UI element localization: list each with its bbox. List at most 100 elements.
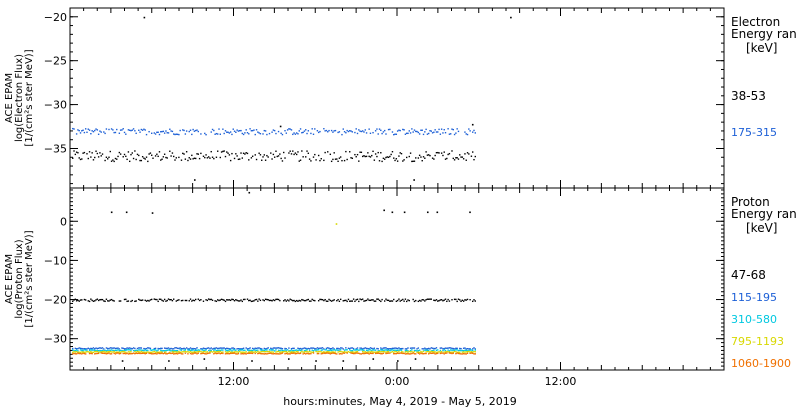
data-point [345,150,347,153]
data-point [259,347,262,350]
data-point [184,349,187,351]
data-point [338,353,341,355]
data-point [224,130,227,132]
data-point [355,351,357,353]
x-tick-label: 12:00 [545,375,577,388]
data-point [171,350,174,353]
data-point [253,348,255,350]
data-point [171,352,174,354]
data-point [332,131,334,133]
data-point [443,353,445,355]
data-point [231,350,233,352]
data-point [136,347,139,350]
data-point [325,129,328,132]
data-point [297,133,299,135]
data-point [337,347,339,350]
data-point [306,350,308,353]
data-point [284,157,286,159]
data-point [119,153,122,155]
data-point [101,153,104,155]
data-point [311,298,313,301]
data-point [442,154,444,157]
data-point [446,157,448,160]
data-point [299,352,302,355]
data-point [266,133,268,136]
data-point [104,159,106,162]
data-point [430,350,432,353]
data-point [459,349,461,352]
data-point [258,352,260,354]
data-point [165,300,167,302]
data-point [323,348,325,350]
data-point [184,350,187,353]
data-point [385,349,387,351]
data-point [125,133,127,135]
data-point [452,347,454,350]
data-point [396,130,399,132]
data-point [325,351,328,353]
data-point [402,160,404,162]
data-point [376,352,378,354]
data-point [104,351,106,353]
data-point [248,351,250,353]
data-point [82,352,84,354]
data-point [403,159,405,161]
data-point [418,351,421,354]
data-point [448,352,451,354]
data-point [157,300,159,303]
data-point [381,348,383,350]
data-point [279,153,281,155]
data-point [201,352,203,355]
data-point [398,352,400,355]
data-point [87,128,89,130]
data-point [187,159,189,162]
data-point [342,300,344,302]
data-point [374,300,377,302]
data-point [288,152,290,154]
data-point [429,298,431,300]
data-point [378,350,381,353]
data-point [469,348,471,350]
data-point [253,300,255,302]
data-point [350,157,352,159]
data-point [157,131,159,133]
data-point [280,157,282,160]
data-point [288,350,290,353]
data-point [267,156,269,158]
data-point [307,353,310,355]
data-point [151,298,153,301]
data-point [312,350,315,352]
data-point [365,352,368,354]
data-point [462,347,465,349]
data-point [264,159,267,161]
data-point [219,349,222,352]
data-point [332,349,334,351]
data-point [154,133,157,135]
data-point [244,351,246,354]
data-point [462,353,465,355]
data-point [289,353,291,355]
y-tick-label: −20 [44,11,67,24]
data-point [295,350,298,353]
data-point [210,350,212,353]
data-point [277,130,280,133]
data-point [324,130,326,132]
data-point [95,128,97,130]
data-point [470,350,473,353]
data-point [258,298,260,300]
data-point [407,351,409,354]
data-point [204,132,206,135]
data-point [408,299,410,302]
data-point [385,156,387,159]
data-point [228,154,231,156]
data-point [277,155,280,157]
data-point [387,350,390,353]
data-point [323,159,325,162]
data-point [219,352,222,355]
data-point [279,349,281,352]
data-point [268,350,271,353]
data-point [413,349,416,352]
data-point [281,347,284,350]
data-point [97,347,100,349]
data-point [185,299,188,302]
